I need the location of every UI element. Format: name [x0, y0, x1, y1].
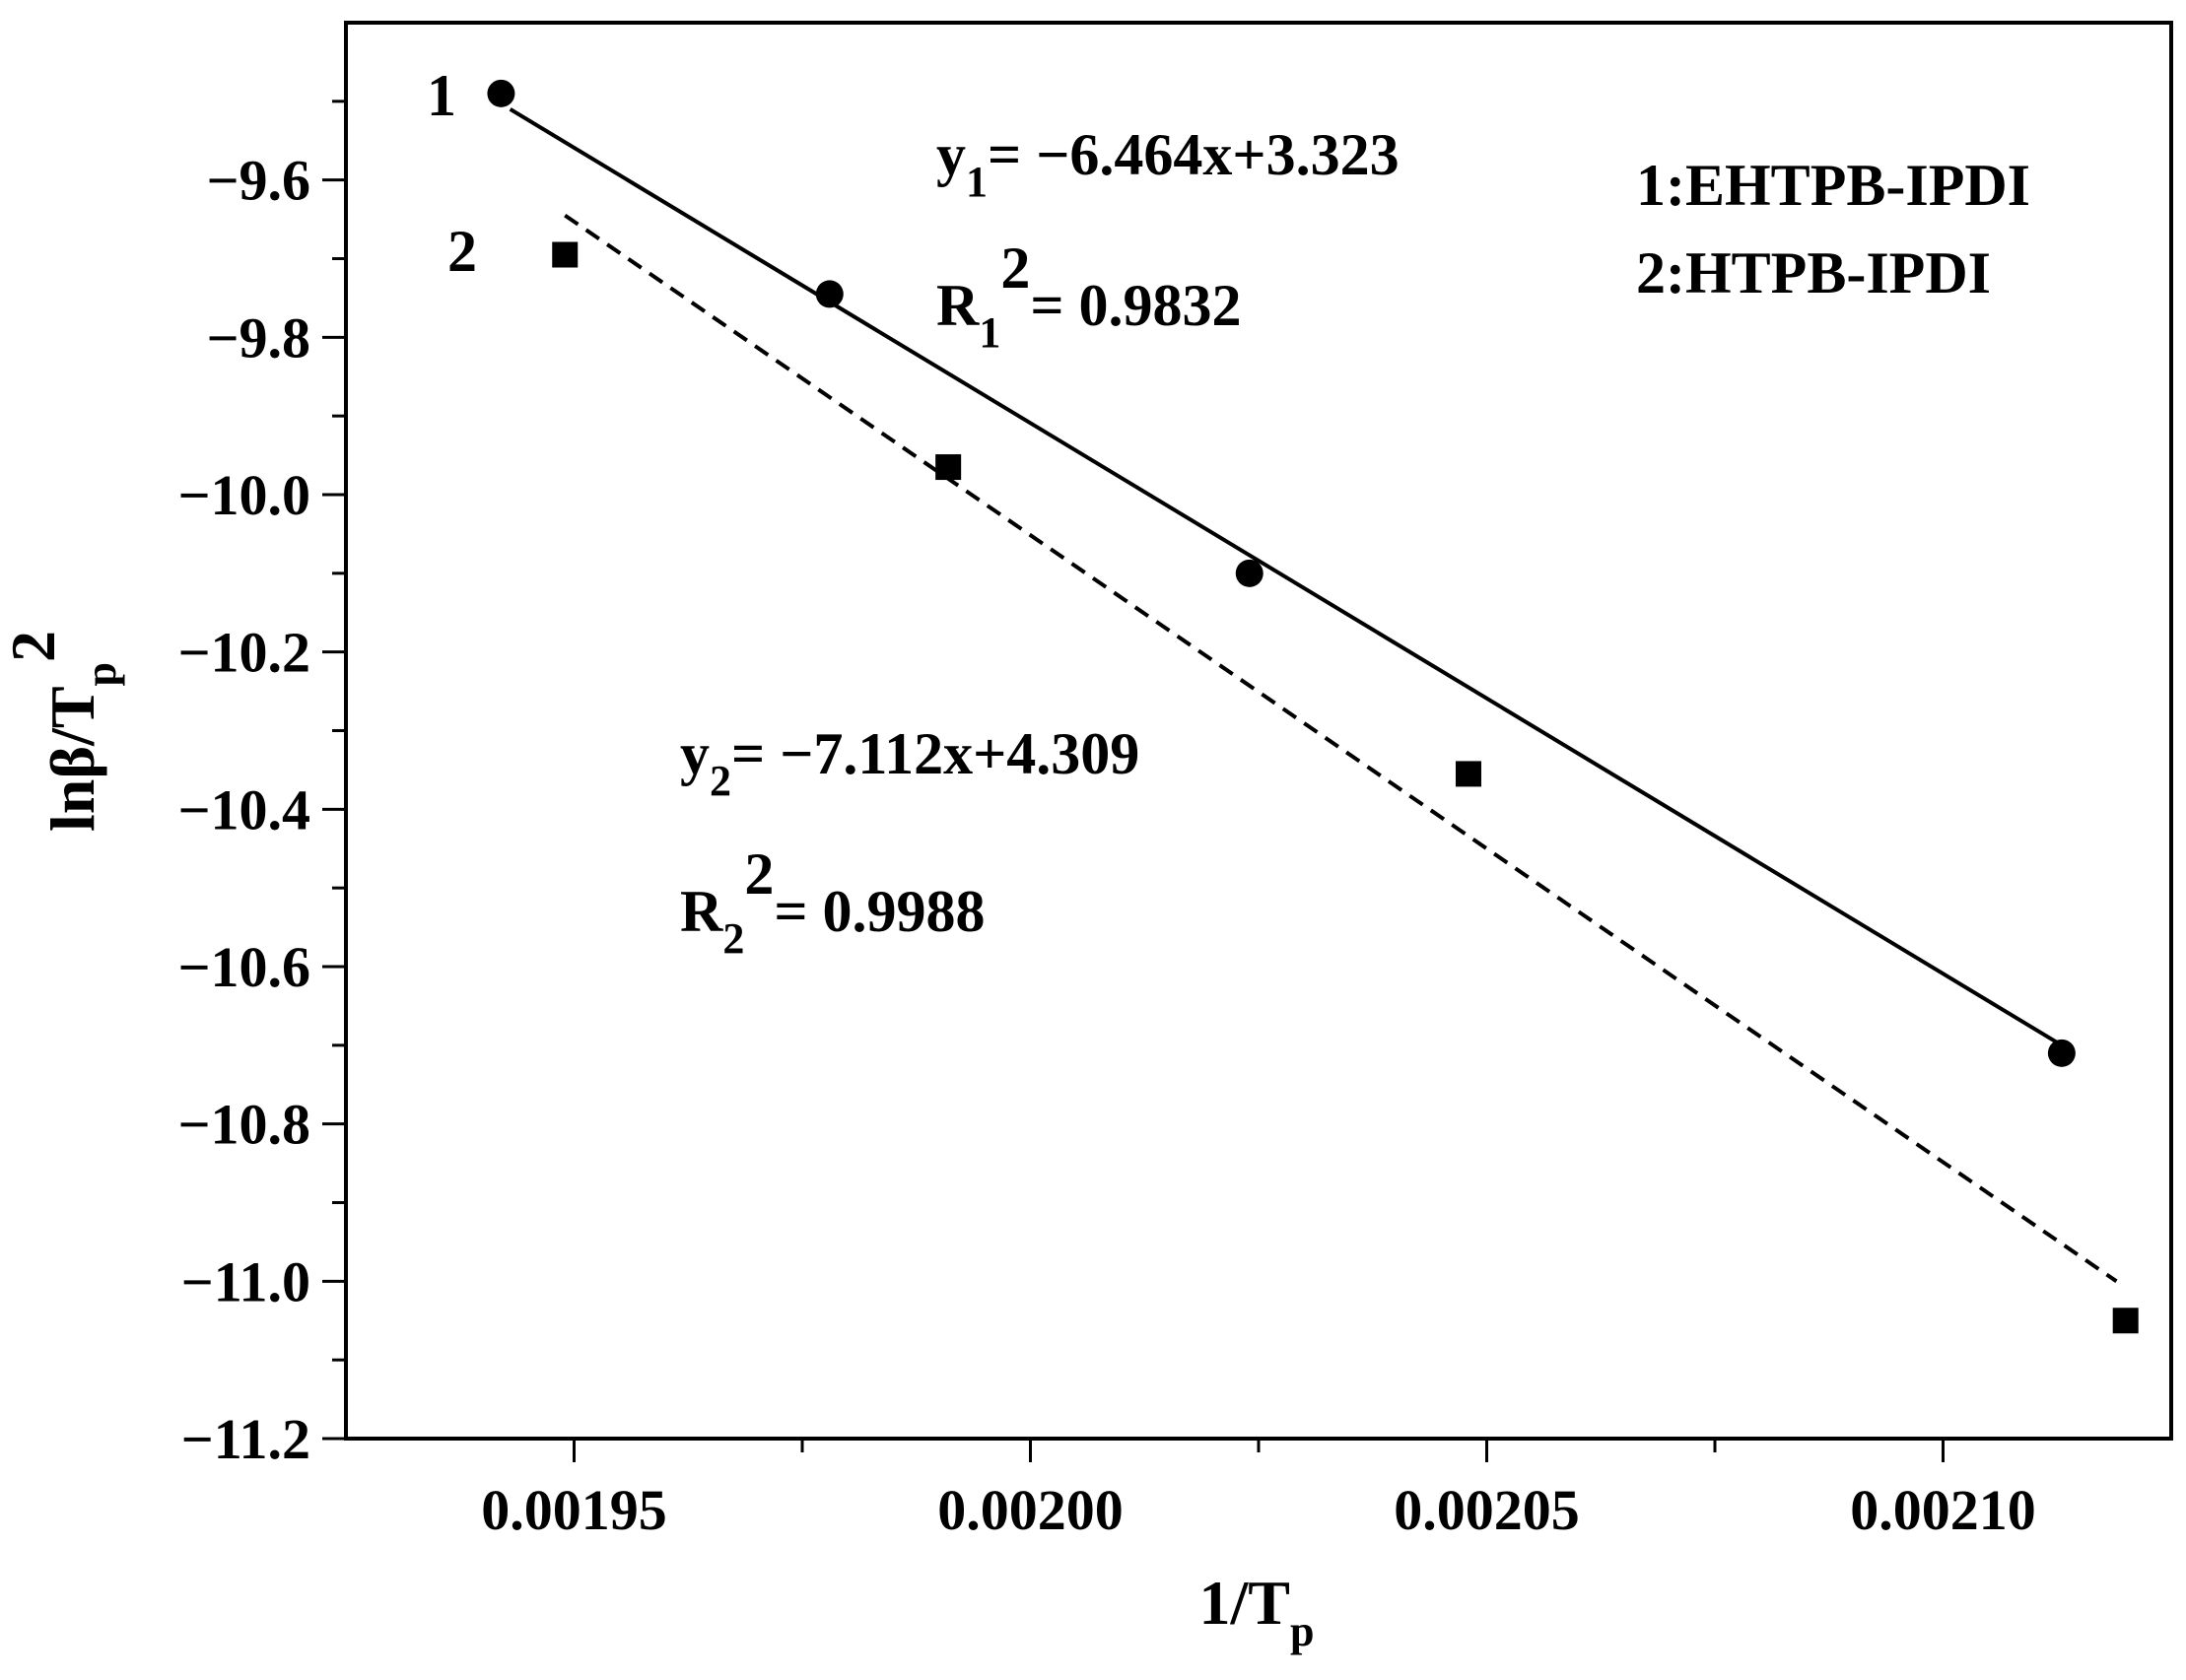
y-axis-title-superscript: 2: [0, 631, 68, 662]
y-tick-label: −9.6: [206, 149, 310, 213]
r2-2-rhs: = 0.9988: [774, 879, 985, 944]
equation-2-y: y: [680, 721, 710, 786]
series-2-point: [2112, 1308, 2139, 1334]
equation-1-subscript: 1: [966, 158, 988, 206]
r2-1-subscript: 1: [979, 308, 1000, 357]
fit-lines: [509, 107, 2118, 1283]
x-tick-label: 0.00200: [937, 1478, 1124, 1542]
fit-line-1: [509, 107, 2063, 1047]
y-tick-label: −10.0: [177, 463, 310, 527]
series-1-point: [1235, 559, 1264, 587]
r2-2-subscript: 2: [722, 914, 744, 963]
y-axis-title-subscript: p: [77, 662, 125, 686]
y-axis-title-base: lnβ/T: [37, 686, 107, 832]
y-tick-label: −10.4: [177, 777, 310, 841]
r2-1-rhs: = 0.9832: [1030, 273, 1241, 338]
y-tick-label: −11.0: [181, 1249, 310, 1313]
series-2-point: [552, 241, 579, 268]
series-1-point: [2047, 1039, 2076, 1067]
annotations: y1= −6.464x+3.323 R12= 0.9832 y2= −7.112…: [680, 122, 1400, 963]
data-markers: [487, 79, 2139, 1334]
plot-frame: [344, 21, 2173, 1441]
y-tick-label: −10.2: [177, 621, 310, 685]
equation-1: y1= −6.464x+3.323: [936, 122, 1400, 206]
r2-2-superscript: 2: [744, 841, 774, 907]
y-tick-label: −9.8: [206, 305, 310, 370]
legend: 1:EHTPB-IPDI 2:HTPB-IPDI: [1636, 153, 2030, 305]
x-tick-label: 0.00195: [481, 1478, 667, 1542]
x-axis-title-subscript: p: [1290, 1607, 1314, 1655]
series-2-point: [1455, 761, 1481, 787]
equation-1-y: y: [936, 122, 966, 187]
axis-ticks: 0.00195 0.00200 0.00205 0.00210 −9.6 −9.8 −10.…: [177, 100, 2036, 1542]
r2-1: R12= 0.9832: [936, 235, 1242, 357]
series-1-point: [487, 79, 515, 107]
equation-2-subscript: 2: [710, 757, 731, 805]
y-tick-label: −10.6: [177, 935, 310, 999]
r2-1-r: R: [936, 273, 980, 338]
equation-1-rhs: = −6.464x+3.323: [988, 122, 1400, 187]
legend-entry-1: 1:EHTPB-IPDI: [1636, 153, 2030, 218]
x-tick-label: 0.00205: [1394, 1478, 1580, 1542]
series-label-2: 2: [447, 219, 477, 284]
y-axis-title: lnβ/Tp2: [0, 631, 125, 832]
series-labels: 1 2: [427, 63, 477, 284]
y-tick-label: −10.8: [177, 1093, 310, 1157]
fit-line-2: [564, 213, 2118, 1283]
equation-2: y2= −7.112x+4.309: [680, 721, 1139, 805]
r2-2-r: R: [680, 879, 723, 944]
series-2-point: [935, 454, 962, 481]
r2-1-superscript: 2: [1000, 235, 1030, 301]
r2-2: R22= 0.9988: [680, 841, 986, 963]
equation-2-rhs: = −7.112x+4.309: [731, 721, 1139, 786]
x-axis-title-base: 1/T: [1199, 1568, 1290, 1638]
series-label-1: 1: [427, 63, 456, 128]
y-tick-label: −11.2: [181, 1407, 310, 1471]
series-1-point: [815, 280, 844, 308]
legend-entry-2: 2:HTPB-IPDI: [1636, 240, 1991, 305]
x-axis-title: 1/Tp: [1199, 1568, 1315, 1655]
x-tick-label: 0.00210: [1850, 1478, 2036, 1542]
